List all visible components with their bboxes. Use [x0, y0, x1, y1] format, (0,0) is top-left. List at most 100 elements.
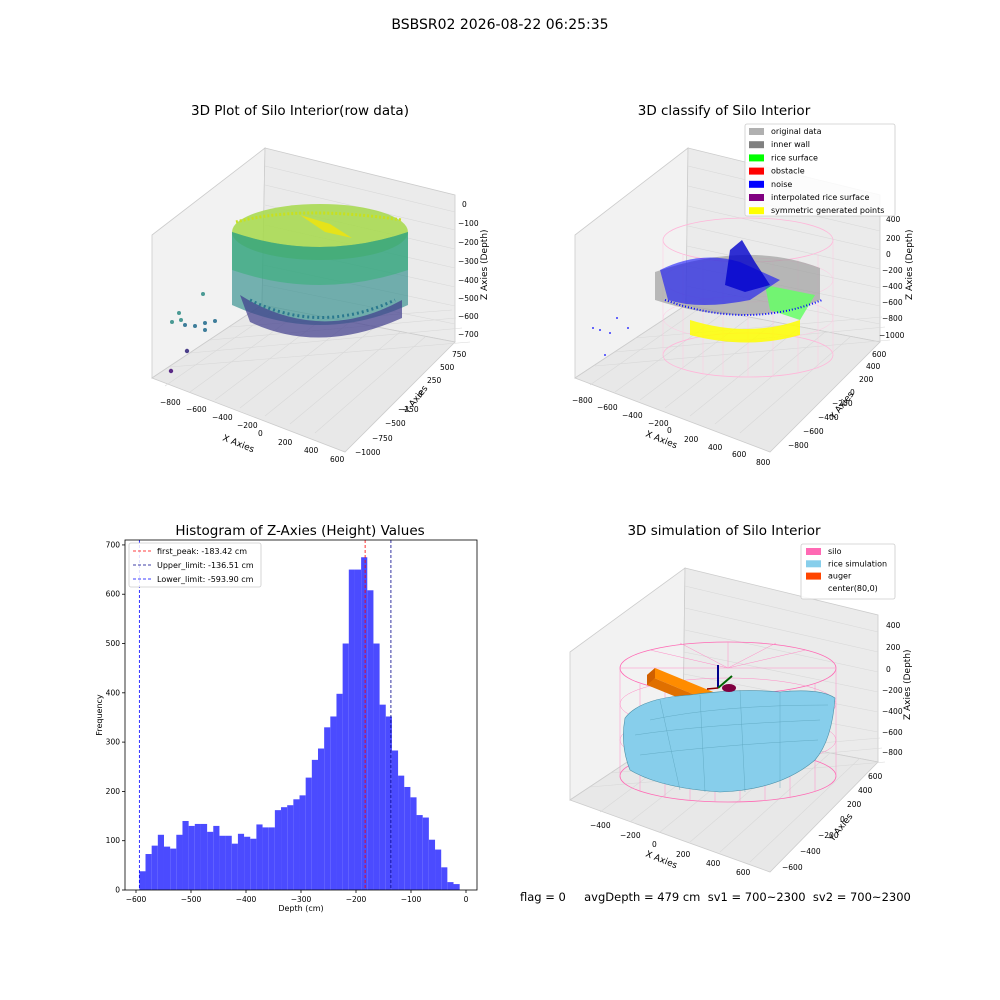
legend-swatch — [749, 194, 764, 201]
x-tick-label: −600 — [126, 895, 147, 904]
histogram-bar — [435, 849, 442, 890]
svg-text:−1000: −1000 — [879, 331, 905, 340]
svg-text:−600: −600 — [882, 728, 903, 737]
raw-ztick: −400 — [458, 276, 479, 285]
raw-xtick: −200 — [237, 421, 258, 430]
legend-swatch — [806, 560, 821, 568]
histogram-bar — [299, 795, 306, 890]
legend-label: rice simulation — [828, 559, 887, 568]
svg-text:600: 600 — [872, 350, 887, 359]
y-tick-label: 500 — [106, 639, 121, 648]
simulation-legend: silo rice simulation auger center(80,0) — [800, 543, 896, 600]
histogram-bar — [305, 777, 312, 890]
x-tick-label: −300 — [291, 895, 312, 904]
histogram-bar — [163, 846, 171, 890]
legend-swatch — [749, 141, 764, 149]
x-tick-label: −500 — [181, 895, 202, 904]
x-tick-label: 0 — [464, 895, 469, 904]
svg-text:−600: −600 — [597, 403, 618, 412]
simulation-xlabel: X Axies — [644, 850, 679, 872]
legend-swatch — [806, 572, 821, 580]
svg-text:0: 0 — [850, 388, 855, 397]
svg-text:−200: −200 — [882, 266, 903, 275]
histogram-bar — [262, 827, 269, 890]
raw-zlabel: Z Axies (Depth) — [480, 229, 490, 300]
histogram-bar — [447, 882, 454, 890]
histogram-bar — [361, 557, 368, 890]
svg-text:−800: −800 — [882, 314, 903, 323]
raw-ytick: 0 — [418, 390, 423, 399]
y-tick-label: 400 — [106, 688, 121, 697]
svg-text:−800: −800 — [788, 441, 809, 450]
raw-xtick: 0 — [258, 429, 263, 438]
classify-3d-axes — [574, 147, 891, 453]
histogram-ticks: −600 −500 −400 −300 −200 −100 0 0 100 200 300 400 50… — [106, 540, 469, 904]
legend-label: interpolated rice surface — [771, 193, 869, 202]
svg-text:0: 0 — [652, 840, 657, 849]
legend-swatch — [749, 128, 764, 135]
histogram-xlabel: Depth (cm) — [278, 904, 323, 913]
raw-ztick: 0 — [462, 200, 467, 209]
raw-xlabel: X Axies — [221, 434, 256, 456]
raw-ztick: −500 — [458, 294, 479, 303]
x-tick-label: −200 — [346, 895, 367, 904]
y-tick-label: 0 — [115, 886, 120, 895]
svg-text:−800: −800 — [572, 396, 593, 405]
svg-text:−200: −200 — [882, 686, 903, 695]
svg-text:0: 0 — [886, 665, 891, 674]
raw-ztick: −600 — [458, 312, 479, 321]
histogram-bar — [428, 839, 436, 890]
legend-swatch — [749, 180, 764, 188]
histogram-bar — [157, 834, 164, 890]
histogram-bar — [250, 838, 257, 890]
svg-text:400: 400 — [886, 215, 901, 224]
histogram-bar — [379, 704, 386, 890]
histogram-bar — [453, 884, 460, 890]
histogram-bar — [416, 815, 423, 890]
svg-text:−400: −400 — [622, 411, 643, 420]
histogram-ylabel: Frequency — [95, 694, 104, 736]
legend-label: center(80,0) — [828, 584, 878, 593]
raw-ytick: −500 — [385, 419, 406, 428]
simulation-zlabel: Z Axies (Depth) — [903, 649, 913, 720]
legend-label: auger — [828, 572, 852, 581]
histogram-title: Histogram of Z-Axies (Height) Values — [175, 523, 425, 539]
simulation-plot-title: 3D simulation of Silo Interior — [627, 523, 821, 539]
raw-ytick: −1000 — [355, 448, 381, 457]
histogram-bar — [385, 716, 392, 890]
raw-xtick: −800 — [160, 398, 181, 407]
svg-text:200: 200 — [684, 435, 699, 444]
classify-point-cloud — [592, 217, 834, 378]
histogram-bar — [324, 727, 331, 890]
histogram-bar — [410, 797, 417, 890]
svg-text:400: 400 — [866, 362, 881, 371]
legend-upper-limit: Upper_limit: -136.51 cm — [157, 561, 254, 570]
raw-ztick: −200 — [458, 238, 479, 247]
raw-3d-axes — [151, 147, 471, 453]
legend-label: silo — [828, 547, 842, 556]
histogram-bar — [213, 825, 220, 890]
histogram-legend: first_peak: -183.42 cm Upper_limit: -136… — [128, 542, 262, 588]
raw-ztick: −700 — [458, 330, 479, 339]
histogram-bar — [404, 786, 411, 890]
figure-title: BSBSR02 2026-08-22 06:25:35 — [391, 17, 609, 33]
svg-text:0: 0 — [840, 815, 845, 824]
histogram-bars — [139, 557, 460, 890]
svg-text:200: 200 — [886, 643, 901, 652]
svg-text:400: 400 — [708, 443, 723, 452]
legend-swatch — [749, 207, 764, 215]
raw-ztick: −100 — [458, 219, 479, 228]
svg-text:−400: −400 — [818, 413, 839, 422]
raw-plot-title: 3D Plot of Silo Interior(row data) — [191, 103, 409, 119]
svg-text:−400: −400 — [800, 847, 821, 856]
svg-text:−800: −800 — [882, 748, 903, 757]
histogram-bar — [342, 643, 349, 890]
simulation-3d-axes — [569, 567, 886, 873]
svg-text:400: 400 — [886, 621, 901, 630]
histogram-bar — [151, 845, 158, 890]
legend-label: rice surface — [771, 153, 818, 162]
histogram-bar — [330, 716, 337, 890]
y-tick-label: 200 — [106, 787, 121, 796]
svg-text:−200: −200 — [648, 419, 669, 428]
x-tick-label: −400 — [236, 895, 257, 904]
